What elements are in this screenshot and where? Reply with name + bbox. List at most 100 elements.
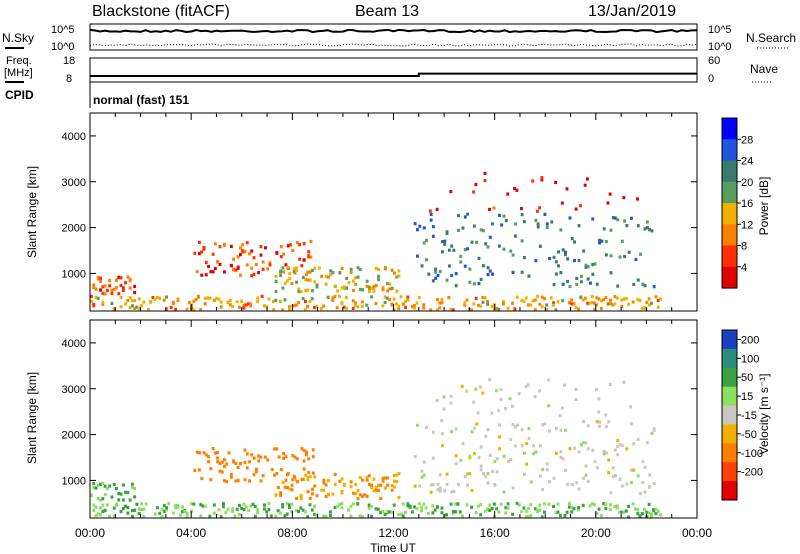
echo-cell <box>126 491 130 495</box>
echo-cell <box>140 303 143 308</box>
echo-cell <box>525 462 529 466</box>
colorbar-segment <box>722 139 737 162</box>
echo-cell <box>229 244 233 248</box>
echo-cell <box>509 438 513 442</box>
echo-cell <box>597 297 601 301</box>
echo-cell <box>135 305 139 309</box>
echo-cell <box>167 502 171 506</box>
echo-cell <box>598 238 601 242</box>
echo-cell <box>463 215 467 219</box>
echo-cell <box>160 507 164 511</box>
echo-cell <box>126 505 130 510</box>
echo-cell <box>142 300 146 304</box>
echo-cell <box>415 507 419 511</box>
echo-cell <box>220 460 224 464</box>
freq-label-1: Freq. <box>6 55 32 67</box>
echo-cell <box>236 255 240 259</box>
time-axis-labels: 00:00 04:00 08:00 12:00 16:00 20:00 00:00 <box>75 526 712 540</box>
colorbar-segment <box>722 330 737 350</box>
echo-cell <box>356 266 360 270</box>
echo-cell <box>301 477 305 481</box>
echo-cell <box>438 306 442 310</box>
echo-cell <box>176 505 180 509</box>
echo-cell <box>634 507 637 511</box>
colorbar-tick-label: -15 <box>741 410 757 422</box>
echo-cell <box>327 478 330 483</box>
echo-cell <box>293 455 297 459</box>
echo-cell <box>552 301 555 305</box>
echo-cell <box>440 418 444 423</box>
echo-cell <box>504 511 508 515</box>
echo-cell <box>429 218 433 222</box>
echo-cell <box>158 511 162 515</box>
echo-cell <box>570 505 574 509</box>
echo-cell <box>479 503 483 507</box>
echo-cell <box>226 507 230 511</box>
echo-cell <box>126 299 130 303</box>
echo-cell <box>338 503 341 507</box>
echo-cell <box>383 486 387 490</box>
echo-cell <box>256 510 260 515</box>
echo-cell <box>604 240 608 244</box>
echo-cell <box>404 510 407 514</box>
echo-cell <box>252 272 256 276</box>
echo-cell <box>103 492 107 497</box>
echo-cell <box>311 268 314 272</box>
colorbar-tick-label: 15 <box>741 391 753 403</box>
echo-cell <box>390 510 394 514</box>
echo-cell <box>327 493 330 497</box>
echo-cell <box>622 510 626 514</box>
echo-cell <box>248 479 251 483</box>
time-tick-label: 12:00 <box>378 526 408 540</box>
echo-cell <box>431 279 435 283</box>
echo-cell <box>283 514 287 518</box>
echo-cell <box>406 298 410 302</box>
echo-cell <box>96 483 100 487</box>
echo-cell <box>513 186 516 191</box>
echo-cell <box>515 501 519 505</box>
echo-cell <box>281 286 285 290</box>
echo-cell <box>142 515 146 519</box>
echo-cell <box>347 281 351 285</box>
echo-cell <box>273 447 276 451</box>
echo-cell <box>395 302 398 306</box>
echo-cell <box>547 378 551 382</box>
echo-cell <box>377 278 380 282</box>
echo-cell <box>315 304 319 308</box>
echo-cell <box>315 513 319 517</box>
echo-cell <box>260 294 264 298</box>
echo-cell <box>488 207 491 211</box>
echo-cell <box>304 289 308 293</box>
echo-cell <box>466 212 469 216</box>
echo-cell <box>609 271 613 275</box>
echo-cell <box>165 295 168 299</box>
echo-cell <box>413 222 417 226</box>
echo-cell <box>131 304 134 308</box>
echo-cell <box>320 274 324 278</box>
echo-cell <box>99 288 102 292</box>
power-y-ticks: 1000 2000 3000 4000 <box>62 131 697 280</box>
echo-cell <box>385 509 389 513</box>
echo-cell <box>101 497 105 501</box>
echo-cell <box>232 257 235 261</box>
echo-cell <box>352 491 355 495</box>
echo-cell <box>524 296 528 300</box>
echo-cell <box>302 258 306 262</box>
echo-cell <box>556 510 560 514</box>
nsky-tick-top: 10^5 <box>51 24 75 36</box>
echo-cell <box>169 305 173 309</box>
echo-cell <box>300 477 304 482</box>
echo-cell <box>365 494 369 498</box>
echo-cell <box>590 502 594 506</box>
echo-cell <box>602 450 606 454</box>
echo-cell <box>479 228 483 232</box>
echo-cell <box>486 471 490 476</box>
colorbar-tick-label: 200 <box>741 334 759 346</box>
echo-cell <box>241 249 245 253</box>
echo-cell <box>545 307 549 312</box>
echo-cell <box>322 304 326 308</box>
echo-cell <box>283 485 287 489</box>
echo-cell <box>591 217 595 221</box>
echo-cell <box>472 190 476 194</box>
echo-cell <box>198 240 201 245</box>
